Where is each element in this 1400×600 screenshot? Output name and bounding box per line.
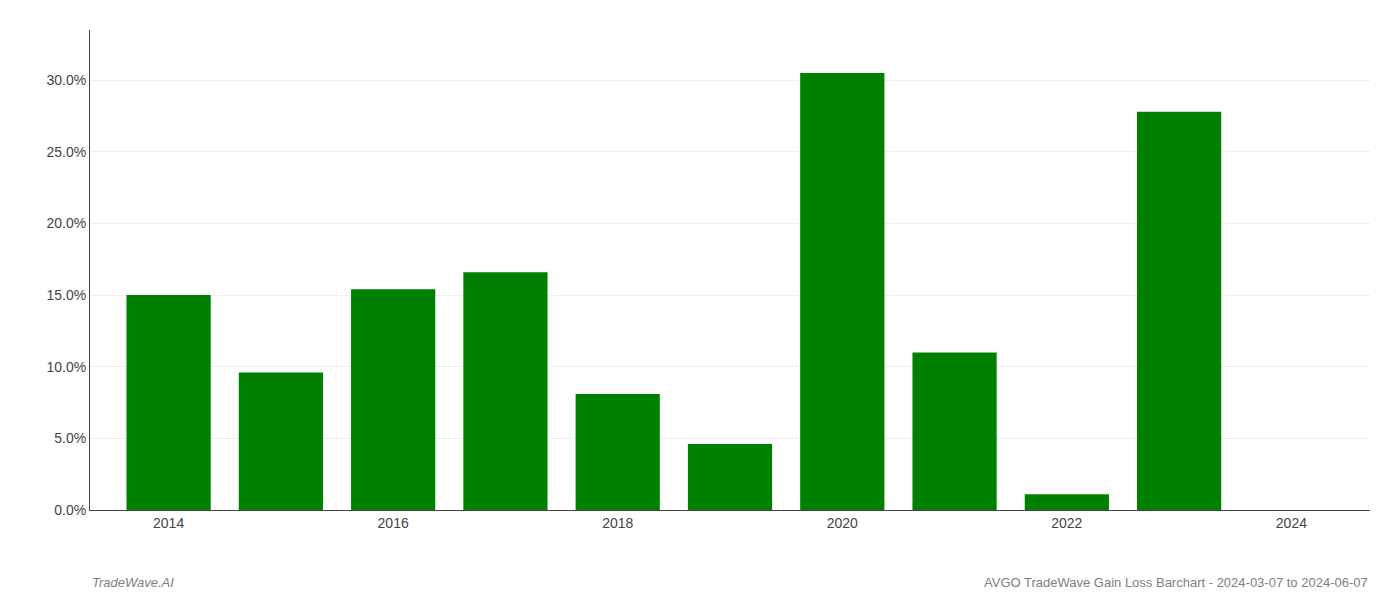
svg-text:20.0%: 20.0% [46, 215, 86, 231]
svg-text:2016: 2016 [378, 515, 409, 531]
svg-text:2022: 2022 [1051, 515, 1082, 531]
svg-text:2024: 2024 [1276, 515, 1307, 531]
svg-text:30.0%: 30.0% [46, 72, 86, 88]
svg-text:5.0%: 5.0% [54, 430, 86, 446]
svg-text:AVGO TradeWave Gain Loss Barch: AVGO TradeWave Gain Loss Barchart - 2024… [984, 575, 1368, 590]
svg-text:0.0%: 0.0% [54, 502, 86, 518]
svg-text:2020: 2020 [827, 515, 858, 531]
svg-text:2018: 2018 [602, 515, 633, 531]
svg-text:25.0%: 25.0% [46, 144, 86, 160]
svg-text:2014: 2014 [153, 515, 184, 531]
svg-text:15.0%: 15.0% [46, 287, 86, 303]
svg-text:10.0%: 10.0% [46, 359, 86, 375]
svg-text:TradeWave.AI: TradeWave.AI [92, 575, 174, 590]
